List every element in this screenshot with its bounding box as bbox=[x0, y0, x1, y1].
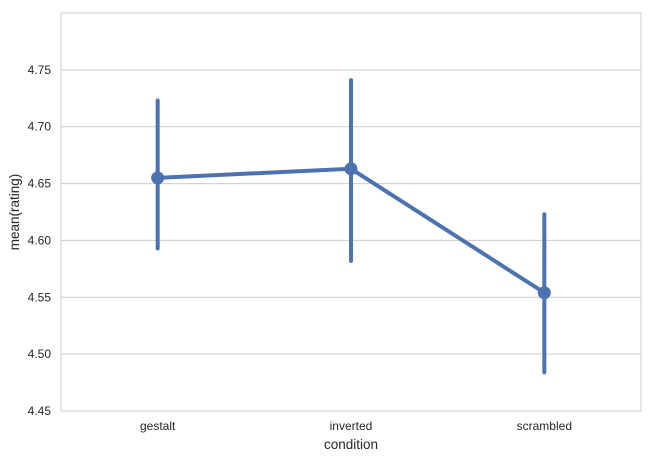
x-tick-label: gestalt bbox=[140, 419, 176, 433]
x-axis-label: condition bbox=[324, 437, 378, 452]
x-tick-label: scrambled bbox=[517, 419, 572, 433]
y-tick-label: 4.50 bbox=[28, 347, 52, 361]
y-tick-label: 4.45 bbox=[28, 404, 52, 418]
y-axis-label: mean(rating) bbox=[7, 174, 22, 251]
data-point bbox=[151, 171, 165, 185]
data-point bbox=[344, 162, 358, 176]
x-tick-label: inverted bbox=[330, 419, 373, 433]
series-rating bbox=[151, 78, 551, 375]
y-tick-label: 4.55 bbox=[28, 290, 52, 304]
y-tick-label: 4.70 bbox=[28, 120, 52, 134]
y-tick-label: 4.75 bbox=[28, 63, 52, 77]
x-tick-labels: gestalt inverted scrambled bbox=[140, 419, 572, 433]
y-tick-label: 4.60 bbox=[28, 233, 52, 247]
y-tick-labels: 4.45 4.50 4.55 4.60 4.65 4.70 4.75 bbox=[28, 63, 52, 418]
y-tick-label: 4.65 bbox=[28, 177, 52, 191]
data-point bbox=[537, 286, 551, 300]
